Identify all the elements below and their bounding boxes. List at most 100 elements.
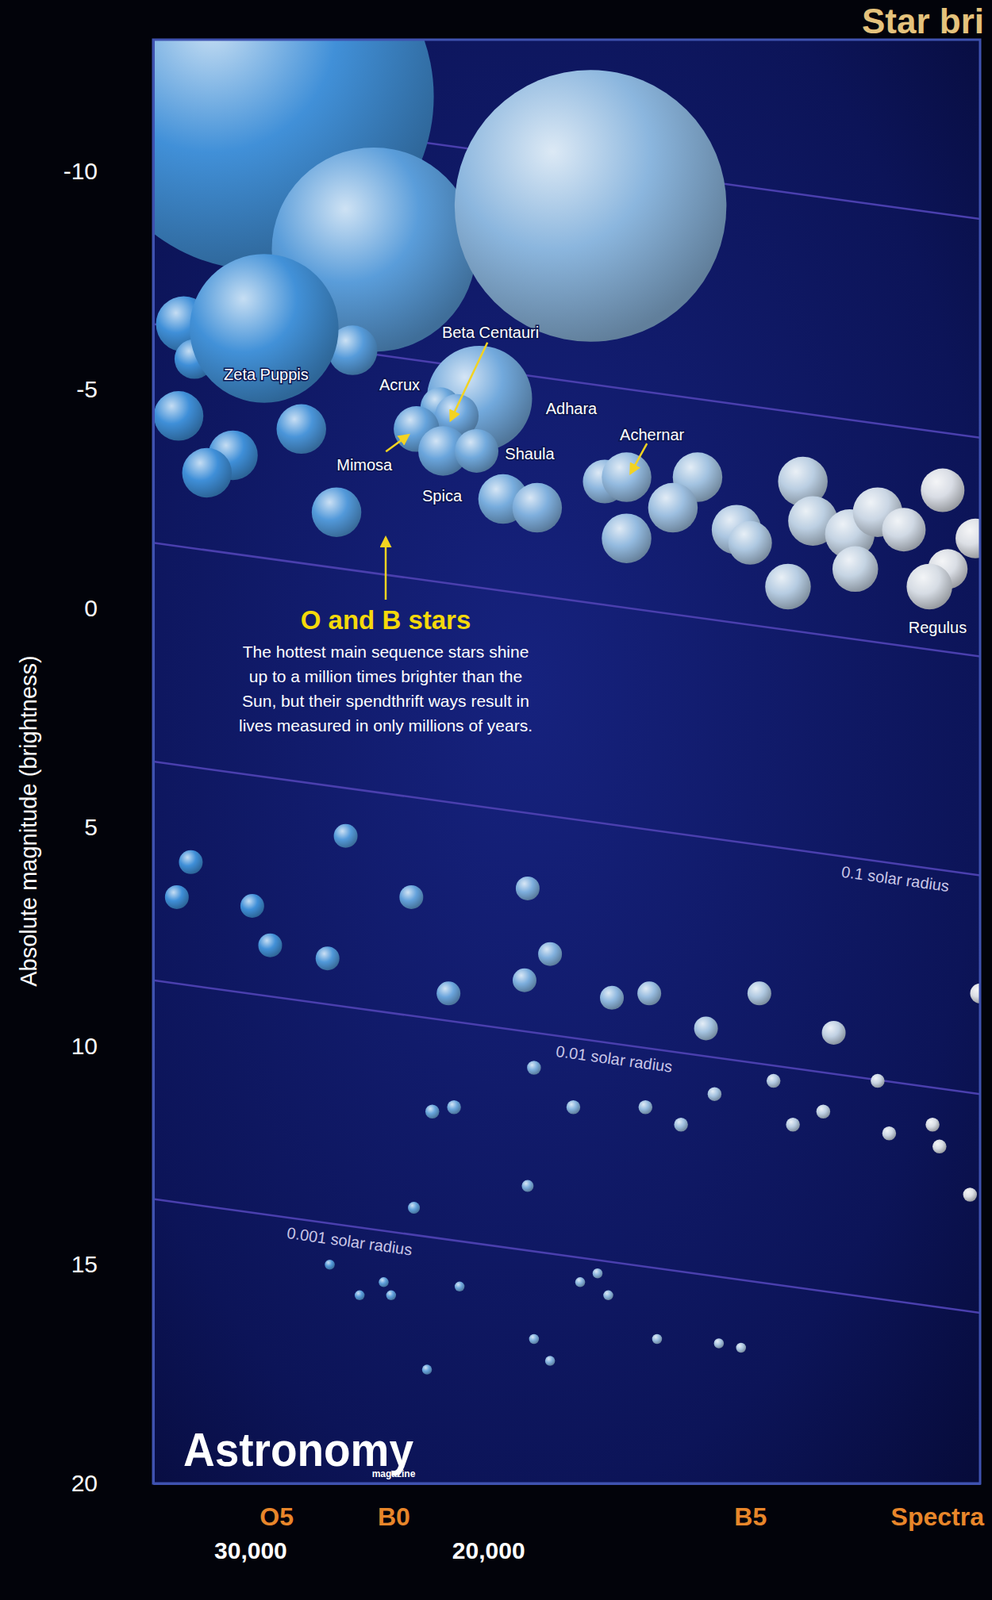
tick-label: B0 (377, 1503, 411, 1532)
tick-label: 20,000 (452, 1537, 526, 1565)
star (276, 404, 327, 455)
star (454, 1282, 466, 1293)
star-labels: Zeta PuppisAdharaAcruxBeta CentauriMimos… (223, 323, 967, 637)
annotation-text: up to a million times brighter than the (249, 667, 523, 686)
tick: 0 (84, 595, 154, 622)
axis-line (152, 40, 155, 1485)
star (694, 1016, 719, 1041)
star (515, 876, 540, 901)
star (189, 253, 339, 404)
star (707, 1087, 723, 1102)
y-axis-title: Absolute magnitude (brightness) (15, 655, 42, 988)
tick: B0 (377, 1484, 411, 1532)
star (673, 1118, 689, 1133)
annotation-text: Sun, but their spendthrift ways result i… (242, 692, 530, 711)
plot-marks (153, 39, 981, 1376)
star (446, 1100, 462, 1116)
tick-label: B5 (734, 1503, 767, 1532)
star (165, 885, 189, 910)
star (529, 1334, 540, 1346)
star-name: Adhara (545, 399, 598, 418)
star (652, 1334, 663, 1346)
star (728, 521, 773, 566)
star (354, 1291, 366, 1302)
annotation-text: lives measured in only millions of years… (238, 716, 533, 735)
star (315, 946, 340, 971)
tick: -10 (63, 157, 154, 185)
star (386, 1291, 397, 1302)
star-name: Spica (422, 487, 463, 505)
x-axis-title: Spectra (891, 1503, 985, 1532)
star (766, 1074, 781, 1089)
radius-label: 0.1 solar radius (840, 863, 950, 896)
star (153, 391, 204, 442)
star-name: Regulus (908, 619, 967, 637)
star (521, 1180, 534, 1192)
star (601, 513, 652, 564)
star (970, 984, 981, 1004)
star (257, 934, 282, 958)
tick-label: 30,000 (214, 1537, 288, 1565)
star (870, 1074, 885, 1089)
chart-title: Star bri (861, 1, 985, 41)
star (538, 942, 562, 967)
star-name: Mimosa (336, 456, 393, 474)
tick: 30,000 (214, 1484, 288, 1565)
star (932, 1140, 947, 1155)
chart: -10-505101520O5B0B530,00020,000Absolute … (0, 0, 992, 1600)
star (436, 981, 461, 1006)
star-name: Zeta Puppis (223, 365, 309, 384)
star (637, 981, 662, 1006)
plot-frame (153, 39, 981, 1485)
star (599, 986, 624, 1011)
axis-line (153, 1483, 981, 1486)
plot-area (153, 39, 981, 1485)
star (454, 429, 499, 473)
stars (153, 39, 981, 1376)
leader-arrow (630, 443, 648, 473)
star (816, 1104, 831, 1119)
star (963, 1188, 978, 1203)
x2ticks-axis: O5B0B5 (153, 1484, 981, 1532)
background (0, 0, 992, 1600)
radius-line (153, 761, 981, 876)
star (311, 487, 362, 538)
tick: 15 (71, 1251, 154, 1278)
logo-sub: magazine (372, 1468, 416, 1481)
tick-label: -10 (63, 157, 98, 185)
leader-arrow (450, 342, 488, 421)
star (906, 564, 953, 611)
star (882, 1126, 897, 1142)
star-name: Acrux (379, 376, 420, 394)
star (240, 894, 265, 919)
tick: 20 (71, 1470, 154, 1497)
star (925, 1118, 940, 1133)
tick: 10 (71, 1033, 154, 1060)
xticks-axis: 30,000 20,000 (153, 1484, 981, 1565)
tick-label: -5 (76, 376, 98, 403)
star (736, 1343, 747, 1354)
axis-line (153, 1483, 981, 1486)
star (920, 469, 965, 513)
star (603, 1291, 614, 1302)
tick: 5 (84, 814, 154, 841)
star (399, 885, 423, 910)
star (566, 1100, 581, 1116)
star (955, 519, 981, 559)
star (822, 1021, 846, 1046)
star (324, 1260, 335, 1271)
star (765, 564, 812, 611)
radius-line (153, 1199, 981, 1314)
star (785, 1118, 800, 1133)
star (454, 69, 727, 343)
annotation-text: The hottest main sequence stars shine (242, 642, 530, 662)
tick: B5 (734, 1484, 767, 1532)
radius-label: 0.01 solar radius (554, 1042, 673, 1077)
star (638, 1100, 654, 1116)
radius-line (153, 542, 981, 657)
tick-label: 20 (71, 1470, 98, 1497)
star-name: Shaula (504, 445, 555, 463)
star (425, 1104, 440, 1119)
star (601, 452, 652, 503)
radius-label: 0.001 solar radius (285, 1224, 413, 1259)
